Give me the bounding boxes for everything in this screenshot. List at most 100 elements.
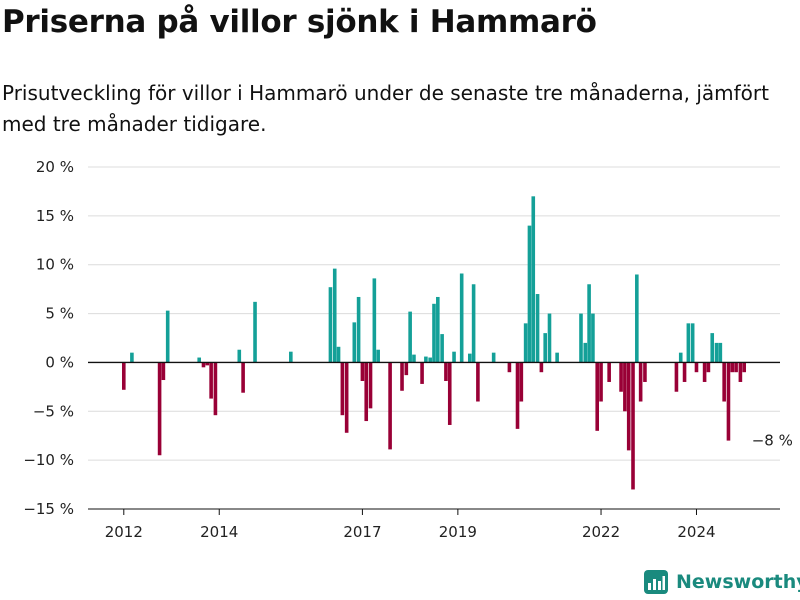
bar (714, 342, 719, 363)
bar (519, 362, 524, 402)
y-tick-label: 0 % (45, 353, 74, 371)
bar (356, 296, 361, 363)
bar (253, 301, 257, 363)
bar (205, 362, 210, 366)
bar (459, 273, 464, 363)
bar (599, 362, 603, 402)
bar (404, 362, 409, 376)
bar (436, 296, 440, 363)
bar (619, 362, 623, 392)
bar (742, 362, 747, 373)
bar (376, 349, 380, 363)
brand: Newsworthy (644, 568, 800, 596)
bar (527, 225, 532, 363)
bar (491, 352, 496, 363)
bar (336, 346, 341, 363)
bar (201, 362, 206, 368)
y-tick-label: −5 % (33, 402, 74, 420)
bar (130, 352, 134, 363)
bar (452, 351, 456, 363)
bar (165, 310, 170, 363)
bar (523, 323, 528, 363)
bar (467, 353, 472, 363)
bar (623, 362, 627, 412)
bar (543, 333, 547, 363)
bar (352, 322, 357, 363)
bar (161, 362, 166, 381)
bar (428, 357, 432, 363)
bar (555, 352, 559, 363)
bar (579, 313, 583, 363)
y-tick-label: −15 % (23, 500, 74, 518)
bar (638, 362, 643, 402)
bar (340, 362, 345, 416)
bar (432, 303, 436, 363)
bar (515, 362, 520, 429)
bar (209, 362, 213, 399)
newsworthy-logo-icon (644, 570, 668, 594)
bar (643, 362, 647, 382)
bar (289, 351, 293, 363)
bar (595, 362, 600, 431)
x-tick-label: 2017 (343, 523, 381, 541)
bar (400, 362, 404, 391)
last-value-label: −8 % (752, 432, 793, 450)
bar (635, 274, 639, 363)
bar (583, 342, 588, 363)
bar (332, 268, 337, 363)
y-tick-label: 5 % (45, 305, 74, 323)
bar (694, 362, 699, 373)
bar (328, 287, 333, 363)
bar (531, 196, 536, 363)
y-tick-label: −10 % (23, 451, 74, 469)
bar (690, 323, 695, 363)
bar (440, 334, 444, 363)
bar (738, 362, 743, 382)
bar (364, 362, 369, 422)
labels: 20 % 15 % 10 % 5 % 0 % −5 % −10 % −15 % 2012 2014… (23, 158, 793, 541)
bar (241, 362, 245, 393)
bar (197, 357, 201, 363)
bar (535, 294, 540, 363)
bar (734, 362, 738, 373)
bar (686, 323, 691, 363)
y-tick-label: 10 % (36, 256, 74, 274)
bar (344, 362, 349, 433)
bar (471, 284, 476, 363)
bar (408, 311, 412, 363)
bar (121, 362, 126, 390)
bar (507, 362, 512, 373)
bar (237, 349, 242, 363)
bar (626, 362, 631, 451)
brand-name: Newsworthy (676, 571, 800, 593)
bar (726, 362, 731, 441)
bar (710, 333, 715, 363)
x-tick-label: 2022 (582, 523, 620, 541)
chart-title: Priserna på villor sjönk i Hammarö (2, 4, 597, 40)
bar (587, 284, 591, 363)
bars (121, 196, 747, 490)
bar (706, 362, 711, 373)
bar (444, 362, 448, 381)
bar (539, 362, 544, 373)
bar (718, 342, 723, 363)
bar (420, 362, 424, 384)
y-tick-label: 15 % (36, 207, 74, 225)
bar (213, 362, 218, 416)
bar (682, 362, 687, 382)
x-tick-label: 2019 (439, 523, 477, 541)
bar (730, 362, 735, 373)
bar (476, 362, 480, 402)
chart-subtitle: Prisutveckling för villor i Hammarö unde… (2, 81, 769, 136)
y-tick-label: 20 % (36, 158, 74, 176)
x-tick-label: 2024 (677, 523, 715, 541)
bar (702, 362, 707, 382)
bar (674, 362, 679, 392)
bar (591, 313, 595, 363)
bar (631, 362, 635, 490)
axes (88, 361, 780, 515)
bar (607, 362, 611, 382)
bar (424, 356, 428, 363)
bar (547, 313, 552, 363)
